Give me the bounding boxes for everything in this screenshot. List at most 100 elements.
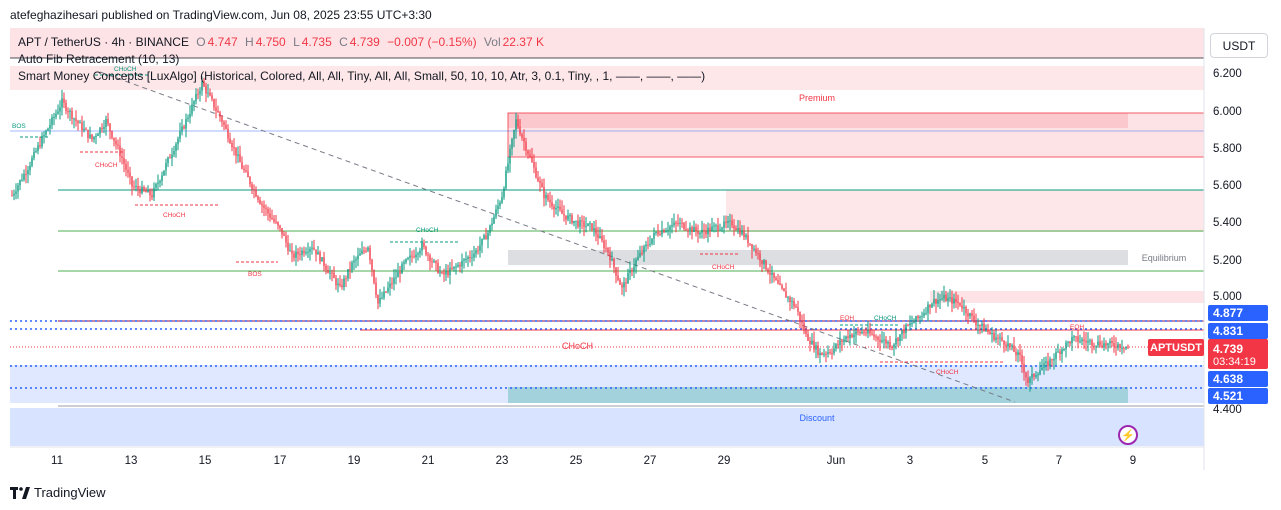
price-tag-4831: 4.831 — [1208, 323, 1268, 339]
candle-body — [305, 252, 307, 254]
candle-body — [357, 255, 359, 260]
indicator-smc[interactable]: Smart Money Concepts [LuxAlgo] (Historic… — [18, 69, 706, 83]
candle-body — [299, 254, 301, 256]
choch-label: CHoCH — [95, 162, 118, 169]
candle-body — [317, 252, 319, 255]
candle-body — [413, 256, 415, 258]
candle-body — [825, 353, 827, 355]
candle-body — [853, 334, 855, 338]
candle-body — [777, 280, 779, 284]
y-tick: 6.200 — [1213, 68, 1242, 80]
candle-body — [731, 220, 733, 226]
candle-body — [613, 258, 615, 268]
candle-body — [423, 242, 425, 247]
candle-body — [847, 336, 849, 338]
candle-body — [593, 228, 595, 231]
candle-body — [861, 331, 863, 334]
candle-body — [119, 145, 121, 157]
candle-body — [581, 220, 583, 222]
candle-body — [797, 307, 799, 312]
candle-body — [525, 141, 527, 151]
candle-body — [553, 206, 555, 210]
x-tick: 7 — [1055, 455, 1063, 467]
candle-body — [333, 272, 335, 279]
candle-body — [39, 145, 41, 147]
candle-body — [1103, 343, 1105, 348]
candle-body — [1107, 343, 1109, 346]
candle-body — [1081, 339, 1083, 342]
candle-body — [1063, 349, 1065, 351]
candle-body — [23, 173, 25, 180]
candle-body — [45, 130, 47, 135]
candle-body — [663, 229, 665, 233]
price-tag-4877: 4.877 — [1208, 305, 1268, 321]
candle-body — [547, 194, 549, 200]
candle-body — [229, 138, 231, 144]
candle-body — [393, 277, 395, 284]
indicator-fib[interactable]: Auto Fib Retracement (10, 13) — [18, 52, 180, 66]
candle-body — [1051, 359, 1053, 361]
candle-body — [709, 227, 711, 232]
candle-body — [313, 247, 315, 250]
candle-body — [453, 266, 455, 269]
bos-label: BOS — [12, 123, 26, 130]
candle-body — [829, 352, 831, 354]
x-tick: 27 — [643, 455, 657, 467]
candle-body — [193, 101, 195, 105]
candle-body — [1041, 367, 1043, 371]
candle-body — [759, 253, 761, 261]
candle-body — [633, 266, 635, 272]
candle-body — [617, 275, 619, 280]
candle-body — [857, 331, 859, 333]
lightning-icon[interactable]: ⚡ — [1118, 425, 1138, 445]
candle-body — [431, 261, 433, 263]
candle-body — [717, 225, 719, 231]
candle-body — [767, 269, 769, 273]
candle-body — [349, 269, 351, 271]
symbol-label[interactable]: APT / TetherUS · 4h · BINANCE — [18, 35, 189, 49]
candle-body — [51, 117, 53, 126]
candle-body — [781, 285, 783, 289]
x-tick: 29 — [717, 455, 731, 467]
candle-body — [187, 117, 189, 119]
candle-body — [1013, 345, 1015, 352]
symbol-price-label: APTUSDT — [1148, 339, 1204, 356]
candle-body — [981, 323, 983, 326]
candle-body — [855, 331, 857, 335]
candle-body — [211, 95, 213, 100]
candle-body — [849, 334, 851, 338]
x-tick: 15 — [198, 455, 212, 467]
candle-body — [843, 339, 845, 342]
candle-body — [1075, 336, 1077, 338]
candle-body — [477, 250, 479, 252]
candle-body — [435, 260, 437, 264]
candle-body — [597, 234, 599, 238]
candle-body — [121, 156, 123, 159]
candle-body — [57, 111, 59, 114]
candle-body — [195, 93, 197, 102]
candle-body — [517, 119, 519, 128]
candle-body — [493, 216, 495, 224]
candle-body — [473, 253, 475, 258]
candle-body — [513, 130, 515, 139]
candle-body — [541, 182, 543, 188]
candle-body — [1123, 347, 1125, 349]
currency-button[interactable]: USDT — [1210, 33, 1268, 58]
candle-body — [969, 313, 971, 317]
candle-body — [405, 259, 407, 263]
candle-body — [277, 222, 279, 226]
volume-value: 22.37 K — [502, 35, 544, 49]
candle-body — [399, 271, 401, 274]
candle-body — [685, 229, 687, 231]
y-tick: 5.000 — [1213, 291, 1242, 303]
candle-body — [695, 226, 697, 232]
candle-body — [249, 177, 251, 185]
premium-label: Premium — [798, 93, 836, 103]
candle-body — [799, 311, 801, 321]
current-price-tag: 4.739 03:34:19 — [1208, 339, 1268, 369]
candle-body — [95, 136, 97, 138]
candle-body — [1015, 351, 1017, 356]
high-value: 4.750 — [255, 35, 286, 49]
candle-body — [1023, 364, 1025, 373]
